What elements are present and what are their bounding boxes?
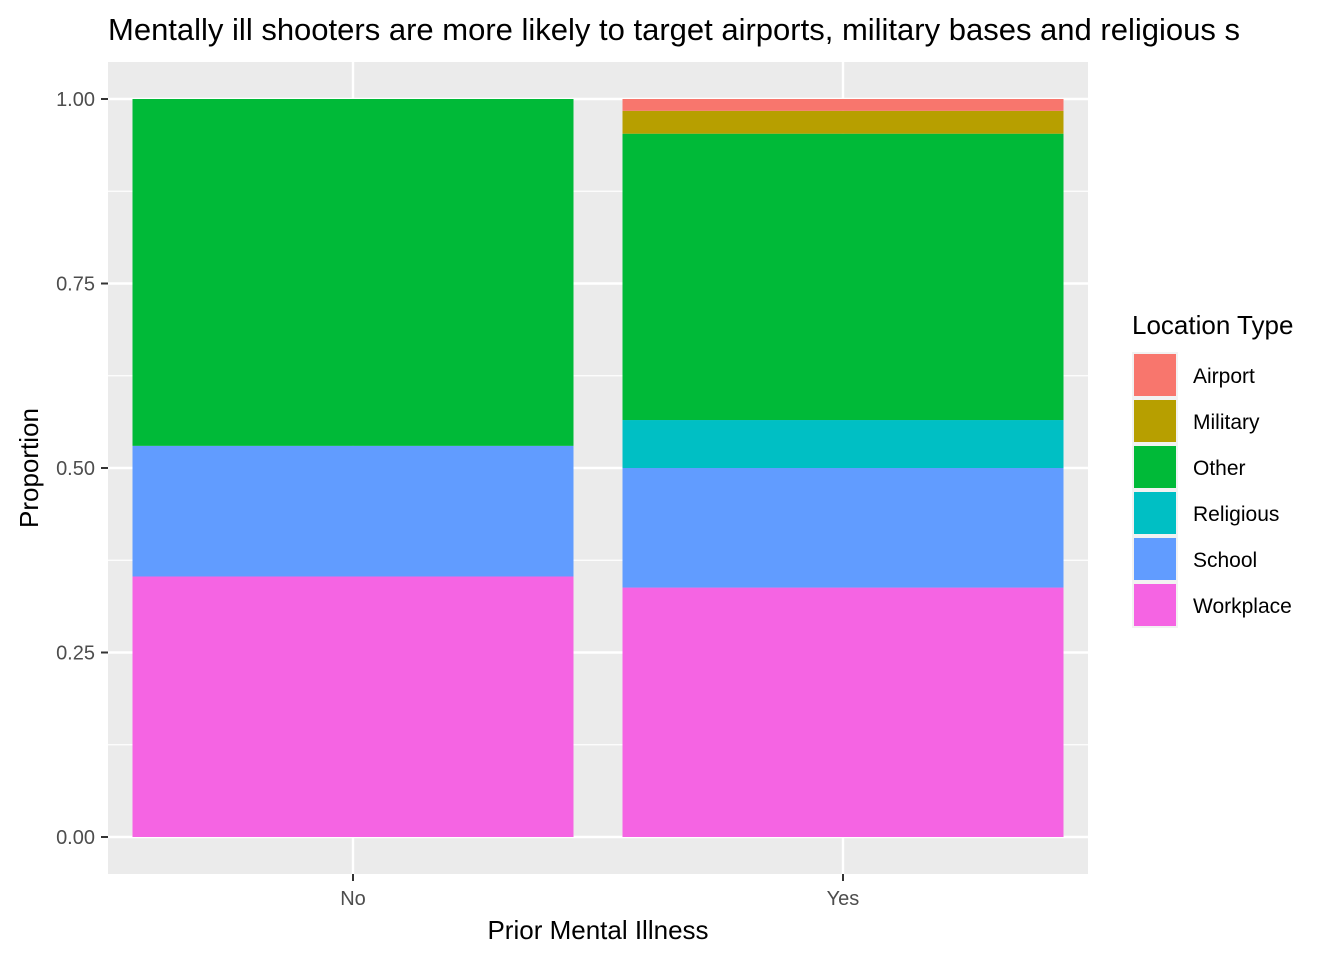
- legend-label-religious: Religious: [1193, 503, 1279, 526]
- bar-school-no: [132, 445, 574, 577]
- legend-swatch-other: [1134, 446, 1176, 488]
- bar-religious-yes: [622, 420, 1064, 468]
- legend-label-workplace: Workplace: [1193, 595, 1292, 618]
- legend-swatch-military: [1134, 400, 1176, 442]
- y-tick-label: 0.75: [56, 274, 95, 296]
- legend: Location Type Airport Military Other Religi…: [1132, 310, 1293, 628]
- legend-swatch-workplace: [1134, 584, 1176, 626]
- y-tick-label: 0.50: [56, 458, 95, 480]
- legend-title: Location Type: [1132, 310, 1293, 340]
- legend-swatch-airport: [1134, 354, 1176, 396]
- bar-school-yes: [622, 468, 1064, 588]
- y-axis: 0.00 0.25 0.50 0.75 1.00: [56, 89, 108, 849]
- bar-military-yes: [622, 110, 1064, 134]
- x-axis: No Yes: [340, 874, 859, 910]
- bar-other-yes: [622, 133, 1064, 421]
- bar-other-no: [132, 99, 574, 446]
- legend-swatch-religious: [1134, 492, 1176, 534]
- y-tick-label: 0.00: [56, 827, 95, 849]
- x-axis-title: Prior Mental Illness: [487, 915, 708, 945]
- bar-workplace-yes: [622, 587, 1064, 837]
- y-tick-label: 0.25: [56, 643, 95, 665]
- bar-workplace-no: [132, 576, 574, 837]
- bars: [132, 99, 1064, 837]
- legend-swatch-school: [1134, 538, 1176, 580]
- x-tick-label: Yes: [827, 888, 860, 910]
- bar-airport-yes: [622, 99, 1064, 111]
- x-tick-label: No: [340, 888, 366, 910]
- legend-label-airport: Airport: [1193, 365, 1255, 388]
- legend-label-school: School: [1193, 549, 1257, 572]
- y-tick-label: 1.00: [56, 89, 95, 111]
- legend-label-military: Military: [1193, 411, 1260, 434]
- legend-label-other: Other: [1193, 457, 1246, 480]
- chart-title: Mentally ill shooters are more likely to…: [108, 12, 1240, 47]
- y-axis-title: Proportion: [14, 408, 44, 528]
